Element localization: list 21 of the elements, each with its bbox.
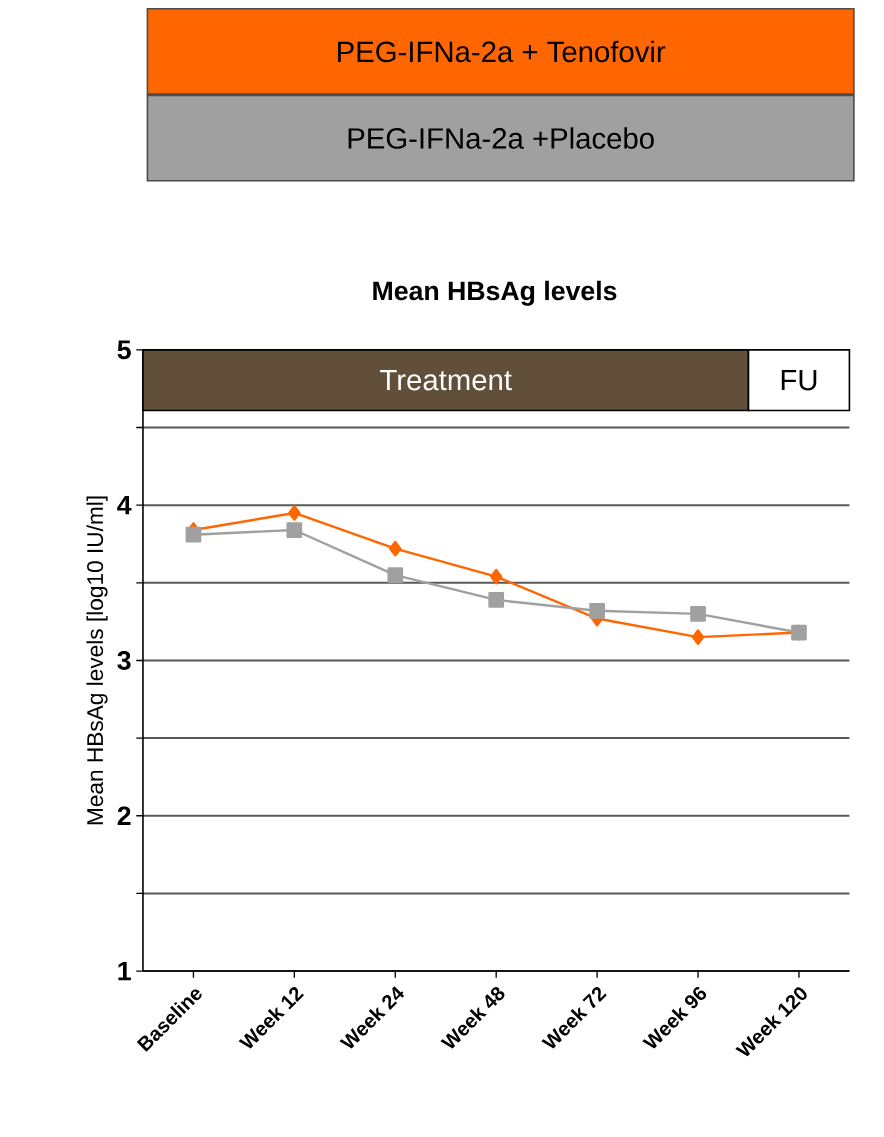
text: PEG-IFNa-2a +Placebo xyxy=(348,127,654,149)
point xyxy=(589,602,606,619)
point xyxy=(691,629,705,646)
point xyxy=(490,568,503,585)
band-label: Treatment xyxy=(380,369,512,391)
y-tick-label: 4 xyxy=(117,496,132,515)
chart-title: Mean HBsAg levels xyxy=(373,280,617,306)
y-axis-title: Mean HBsAg levels [log10 IU/ml] xyxy=(86,496,108,825)
text: PEG-IFNa-2a + Tenofovir xyxy=(338,40,666,63)
point xyxy=(488,592,505,608)
point xyxy=(389,540,402,557)
y-tick-label: 2 xyxy=(117,806,131,826)
y-tick-label: 3 xyxy=(117,651,131,670)
point xyxy=(286,522,303,538)
point xyxy=(387,567,404,583)
point xyxy=(185,526,202,543)
y-tick-label: 1 xyxy=(118,961,131,981)
point xyxy=(288,505,301,521)
band-label: FU xyxy=(781,369,817,391)
point xyxy=(690,606,707,622)
y-tick-label: 5 xyxy=(117,340,131,360)
